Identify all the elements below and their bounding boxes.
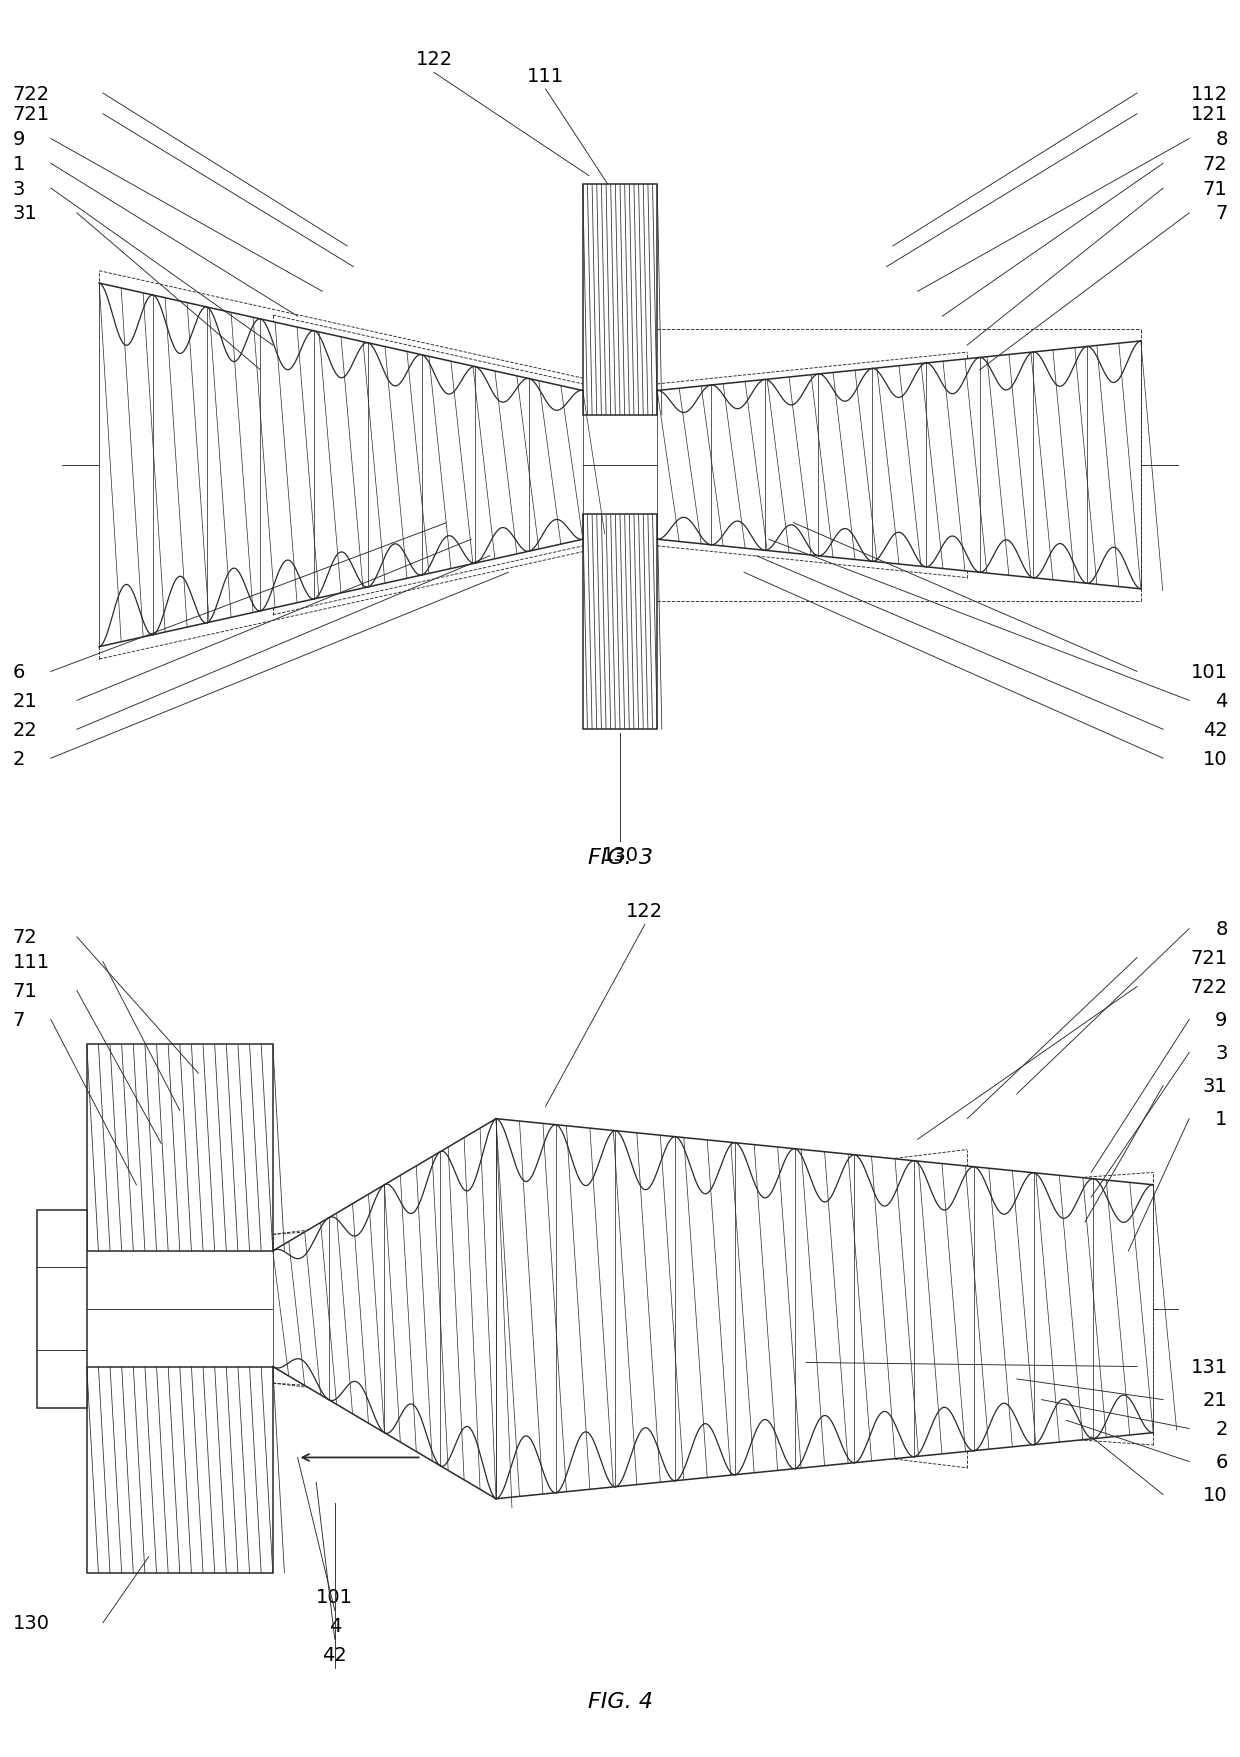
Text: 7: 7: [12, 1010, 25, 1030]
Text: 7: 7: [1215, 204, 1228, 223]
Text: 3: 3: [12, 179, 25, 199]
Polygon shape: [657, 341, 1141, 590]
Text: 6: 6: [12, 662, 25, 682]
Text: 111: 111: [12, 952, 50, 972]
Text: 1: 1: [12, 155, 25, 174]
Text: 722: 722: [1190, 977, 1228, 996]
Text: 121: 121: [1190, 105, 1228, 125]
Polygon shape: [87, 1367, 273, 1573]
Text: 4: 4: [329, 1616, 341, 1636]
Text: 4: 4: [1215, 692, 1228, 710]
Text: 721: 721: [12, 105, 50, 125]
Text: 2: 2: [1215, 1420, 1228, 1439]
Text: 10: 10: [1203, 1485, 1228, 1504]
Polygon shape: [496, 1119, 1153, 1499]
Text: 3: 3: [1215, 1044, 1228, 1063]
Text: 31: 31: [12, 204, 37, 223]
Text: 6: 6: [1215, 1453, 1228, 1471]
Text: 722: 722: [12, 84, 50, 104]
Text: 22: 22: [12, 720, 37, 740]
Text: 71: 71: [12, 982, 37, 1000]
Text: 10: 10: [1203, 748, 1228, 768]
Polygon shape: [583, 184, 657, 416]
Text: 1: 1: [1215, 1109, 1228, 1128]
Polygon shape: [273, 1119, 496, 1499]
Text: 8: 8: [1215, 130, 1228, 149]
Text: 9: 9: [1215, 1010, 1228, 1030]
Text: 9: 9: [12, 130, 25, 149]
Text: 21: 21: [1203, 1390, 1228, 1409]
Polygon shape: [37, 1211, 87, 1407]
Text: FIG. 3: FIG. 3: [588, 849, 652, 868]
Text: 111: 111: [527, 67, 564, 86]
Text: 72: 72: [1203, 155, 1228, 174]
Polygon shape: [99, 285, 583, 647]
Text: 101: 101: [316, 1587, 353, 1606]
Text: 112: 112: [1190, 84, 1228, 104]
Text: 721: 721: [1190, 949, 1228, 968]
Text: 42: 42: [1203, 720, 1228, 740]
Text: 122: 122: [626, 901, 663, 921]
Text: 122: 122: [415, 51, 453, 69]
Text: 31: 31: [1203, 1077, 1228, 1096]
Text: 101: 101: [1190, 662, 1228, 682]
Text: 21: 21: [12, 692, 37, 710]
Text: 71: 71: [1203, 179, 1228, 199]
Polygon shape: [583, 515, 657, 729]
Text: 72: 72: [12, 928, 37, 947]
Text: 8: 8: [1215, 919, 1228, 938]
Text: 131: 131: [1190, 1356, 1228, 1376]
Text: 130: 130: [601, 845, 639, 864]
Text: 42: 42: [322, 1645, 347, 1664]
Text: 2: 2: [12, 748, 25, 768]
Text: 130: 130: [12, 1613, 50, 1632]
Text: FIG. 4: FIG. 4: [588, 1692, 652, 1711]
Polygon shape: [87, 1045, 273, 1251]
